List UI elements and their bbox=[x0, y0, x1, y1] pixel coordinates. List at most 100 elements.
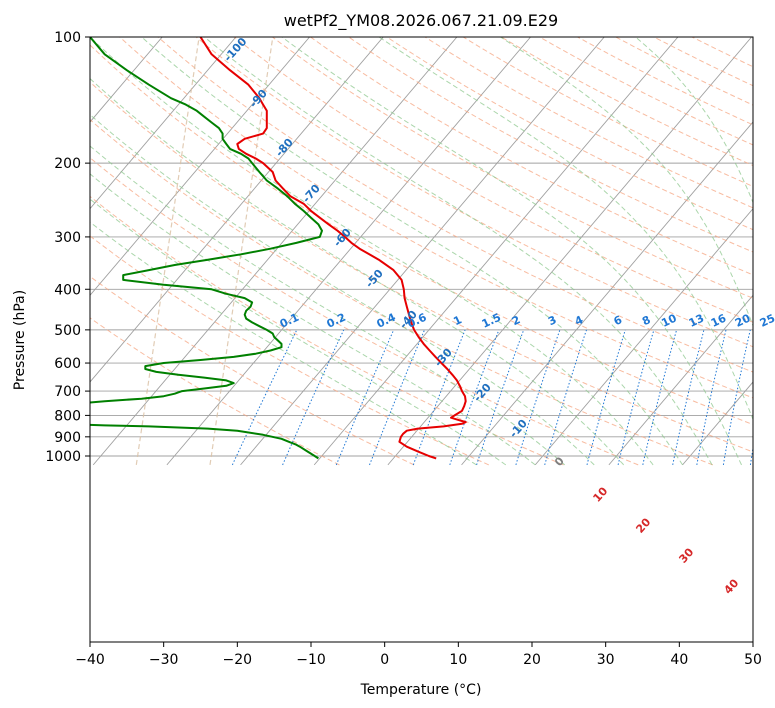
dry-adiabat-label: 10 bbox=[590, 484, 610, 504]
dewpoint-series-line bbox=[90, 37, 323, 460]
dry-adiabat-line bbox=[310, 37, 753, 276]
mixing-ratio-label: 3 bbox=[546, 313, 558, 328]
moist-adiabat-label: -30 bbox=[432, 346, 455, 370]
x-tick-label: 0 bbox=[380, 652, 389, 668]
isotherm-line bbox=[90, 37, 237, 210]
moist-adiabat-line bbox=[90, 78, 624, 466]
moist-adiabat-line bbox=[635, 37, 753, 204]
dry-adiabat-line bbox=[424, 37, 753, 209]
x-tick-label: −10 bbox=[296, 652, 326, 668]
isotherm-line bbox=[90, 37, 163, 123]
x-tick-label: −30 bbox=[149, 652, 179, 668]
dry-adiabat-label: 30 bbox=[676, 545, 696, 565]
y-tick-label: 500 bbox=[54, 323, 81, 339]
moist-adiabat-line bbox=[500, 37, 753, 328]
dry-adiabat-line bbox=[90, 118, 714, 466]
mixing-ratio-line bbox=[642, 329, 678, 466]
y-tick-label: 100 bbox=[54, 30, 81, 46]
dry-adiabat-line bbox=[90, 317, 340, 466]
mixing-ratio-label: 0.4 bbox=[375, 311, 398, 331]
y-tick-label: 900 bbox=[54, 430, 81, 446]
moist-adiabat-line bbox=[90, 37, 654, 466]
x-tick-label: 20 bbox=[523, 652, 541, 668]
x-axis: −40 −30 −20 −10 0 10 20 30 40 50 bbox=[75, 642, 762, 668]
dry-adiabat-line bbox=[501, 37, 753, 167]
dry-adiabat-line bbox=[90, 81, 753, 453]
isotherm-line bbox=[756, 37, 775, 465]
dry-adiabat-line bbox=[272, 37, 753, 299]
dry-adiabat-line bbox=[90, 157, 639, 466]
dry-adiabat-line bbox=[90, 44, 753, 426]
mixing-ratio-line bbox=[544, 329, 587, 466]
y-tick-label: 300 bbox=[54, 230, 81, 246]
moist-adiabat-line bbox=[90, 173, 536, 466]
mixing-ratio-line bbox=[722, 329, 751, 465]
temperature-series-line bbox=[199, 37, 467, 460]
mixing-ratio-line bbox=[412, 329, 466, 466]
x-tick-label: 10 bbox=[449, 652, 467, 668]
dry-adiabat-line bbox=[462, 37, 753, 187]
mixing-ratio-label: 10 bbox=[659, 311, 679, 329]
moist-adiabat-line bbox=[281, 37, 742, 466]
mixing-ratio-line bbox=[696, 329, 727, 465]
mixing-ratio-label: 13 bbox=[687, 312, 706, 330]
y-tick-label: 700 bbox=[54, 384, 81, 400]
moist-adiabat-label: -100 bbox=[221, 35, 249, 64]
mixing-ratio-line bbox=[515, 329, 561, 466]
isotherm-line bbox=[387, 37, 752, 466]
isotherm-line bbox=[682, 381, 753, 466]
isotherm-line bbox=[166, 37, 531, 466]
x-tick-label: 50 bbox=[744, 652, 762, 668]
mixing-ratio-label: 2 bbox=[510, 313, 522, 328]
y-axis-label: Pressure (hPa) bbox=[12, 290, 28, 390]
isotherm-line bbox=[313, 37, 679, 466]
mixing-ratio-line bbox=[586, 329, 626, 466]
mixing-ratio-label: 1.5 bbox=[480, 311, 503, 331]
dry-adiabat-line bbox=[157, 37, 753, 373]
plot-frame bbox=[89, 36, 754, 643]
dry-adiabat-line bbox=[615, 37, 753, 106]
x-tick-label: 40 bbox=[670, 652, 688, 668]
y-tick-label: 800 bbox=[54, 408, 81, 424]
moist-adiabat-label: -80 bbox=[273, 136, 296, 160]
mixing-ratio-label: 25 bbox=[758, 312, 775, 330]
y-tick-label: 600 bbox=[54, 356, 81, 372]
mixing-ratio-line bbox=[449, 329, 500, 466]
mixing-ratio-line bbox=[749, 445, 753, 465]
moist-adiabat-line bbox=[204, 37, 713, 466]
mixing-ratio-line bbox=[476, 329, 525, 466]
y-tick-label: 1000 bbox=[45, 449, 81, 465]
dry-adiabat-line bbox=[90, 235, 490, 466]
y-axis: 100 200 300 400 500 600 700 800 900 1000 bbox=[45, 30, 90, 465]
background-lines bbox=[0, 37, 775, 466]
x-tick-label: −40 bbox=[75, 652, 105, 668]
mixing-ratio-label: 20 bbox=[733, 311, 753, 329]
dry-adiabat-line bbox=[90, 195, 564, 466]
guide-curve-line bbox=[135, 37, 200, 465]
isotherm-line bbox=[0, 37, 89, 465]
x-axis-label: Temperature (°C) bbox=[360, 682, 482, 698]
isotherm-line bbox=[461, 121, 753, 466]
dry-adiabat-line bbox=[90, 275, 415, 466]
mixing-ratio-label: 0.1 bbox=[278, 311, 301, 331]
dry-adiabat-line bbox=[691, 37, 753, 68]
y-tick-label: 200 bbox=[54, 156, 81, 172]
moist-adiabat-label: -50 bbox=[363, 267, 386, 291]
guide-curve-line bbox=[209, 37, 274, 465]
line-labels: 0.10.20.40.611.52346810131620253036-100-… bbox=[221, 35, 775, 597]
chart-title: wetPf2_YM08.2026.067.21.09.E29 bbox=[284, 11, 558, 31]
dry-adiabat-line bbox=[348, 37, 753, 253]
moist-adiabat-line bbox=[90, 113, 595, 466]
moist-adiabat-line bbox=[90, 145, 566, 466]
mixing-ratio-line bbox=[231, 329, 298, 466]
dry-adiabat-line bbox=[119, 37, 753, 399]
isotherm-line bbox=[90, 37, 384, 383]
mixing-ratio-label: 16 bbox=[709, 311, 729, 329]
moist-adiabat-line bbox=[141, 37, 684, 466]
dry-adiabat-line bbox=[195, 37, 753, 348]
dry-adiabat-label: 20 bbox=[633, 515, 653, 535]
isotherm-line bbox=[240, 37, 605, 466]
moist-adiabat-label: -70 bbox=[300, 182, 323, 206]
mixing-ratio-line bbox=[282, 329, 345, 466]
